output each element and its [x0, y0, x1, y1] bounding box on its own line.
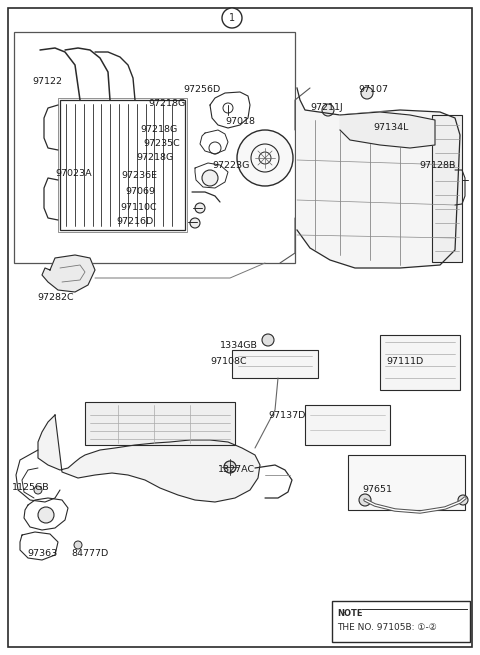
Circle shape: [222, 8, 242, 28]
Bar: [60, 100, 185, 230]
Bar: [14, 32, 295, 263]
Text: 97282C: 97282C: [37, 293, 73, 301]
Circle shape: [361, 87, 373, 99]
Text: 97218G: 97218G: [136, 153, 173, 162]
Circle shape: [195, 203, 205, 213]
Bar: [348, 455, 465, 510]
Bar: [432, 115, 462, 262]
Text: 97651: 97651: [362, 485, 392, 495]
Text: 97107: 97107: [358, 84, 388, 94]
Bar: [380, 335, 460, 390]
Text: 97023A: 97023A: [55, 168, 92, 178]
Text: NOTE: NOTE: [337, 609, 362, 618]
Circle shape: [74, 541, 82, 549]
Text: 97108C: 97108C: [210, 358, 247, 367]
Bar: [85, 402, 235, 445]
Bar: [305, 405, 390, 445]
Text: 97111D: 97111D: [386, 358, 423, 367]
Text: 97235C: 97235C: [143, 138, 180, 147]
Polygon shape: [340, 112, 435, 148]
Text: 97069: 97069: [125, 187, 155, 196]
Text: 97256D: 97256D: [183, 84, 220, 94]
Text: 97223G: 97223G: [212, 160, 250, 170]
Text: 97128B: 97128B: [419, 162, 456, 170]
Circle shape: [237, 130, 293, 186]
Text: 84777D: 84777D: [71, 548, 108, 557]
Circle shape: [224, 461, 236, 473]
Circle shape: [359, 494, 371, 506]
Polygon shape: [42, 255, 95, 292]
Text: 97363: 97363: [27, 548, 57, 557]
Bar: [232, 350, 318, 378]
Text: 97211J: 97211J: [310, 102, 343, 111]
Polygon shape: [297, 88, 460, 268]
Text: 1334GB: 1334GB: [220, 341, 258, 350]
Bar: [332, 601, 470, 642]
Text: 97218G: 97218G: [140, 126, 177, 134]
Circle shape: [190, 218, 200, 228]
Bar: [58, 98, 187, 232]
Text: 97110C: 97110C: [120, 202, 156, 212]
Text: 97122: 97122: [32, 77, 62, 86]
Circle shape: [322, 104, 334, 116]
Text: 97134L: 97134L: [373, 124, 408, 132]
Circle shape: [458, 495, 468, 505]
Circle shape: [202, 170, 218, 186]
Text: 97236E: 97236E: [121, 172, 157, 181]
Circle shape: [262, 334, 274, 346]
Circle shape: [34, 486, 42, 494]
Text: THE NO. 97105B: ①-②: THE NO. 97105B: ①-②: [337, 623, 437, 632]
Text: 97018: 97018: [225, 117, 255, 126]
Polygon shape: [38, 415, 260, 502]
Text: 97216D: 97216D: [116, 217, 153, 225]
Text: 1327AC: 1327AC: [218, 466, 255, 474]
Text: 1: 1: [229, 13, 235, 23]
Text: 97137D: 97137D: [268, 411, 305, 419]
Text: 97218G: 97218G: [148, 98, 185, 107]
Text: 1125GB: 1125GB: [12, 483, 49, 491]
Circle shape: [38, 507, 54, 523]
